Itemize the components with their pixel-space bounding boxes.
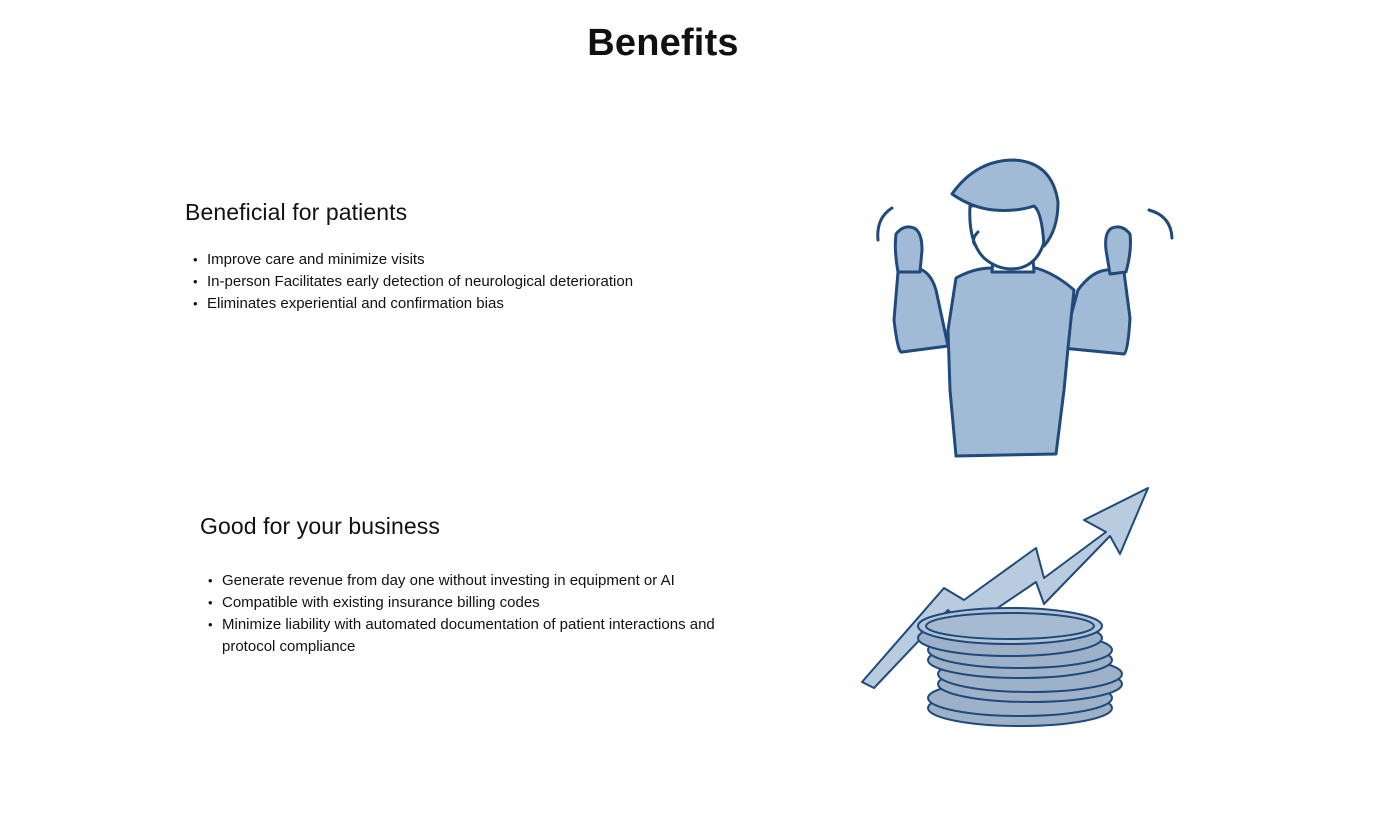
list-item: Improve care and minimize visits bbox=[185, 249, 745, 271]
list-item: Eliminates experiential and confirmation… bbox=[185, 293, 745, 315]
page-title: Benefits bbox=[587, 22, 739, 64]
business-benefit-list: Generate revenue from day one without in… bbox=[200, 570, 720, 658]
patients-benefit-section: Beneficial for patients Improve care and… bbox=[185, 199, 745, 315]
patients-heading: Beneficial for patients bbox=[185, 199, 408, 225]
list-item: Compatible with existing insurance billi… bbox=[200, 592, 720, 614]
cheering-person-icon bbox=[866, 150, 1186, 465]
growth-coins-icon bbox=[852, 480, 1162, 740]
business-heading: Good for your business bbox=[200, 513, 440, 539]
business-benefit-section: Good for your business Generate revenue … bbox=[200, 513, 720, 658]
list-item: In-person Facilitates early detection of… bbox=[185, 271, 745, 293]
patients-benefit-list: Improve care and minimize visits In-pers… bbox=[185, 249, 745, 315]
list-item: Minimize liability with automated docume… bbox=[200, 614, 720, 658]
list-item: Generate revenue from day one without in… bbox=[200, 570, 720, 592]
